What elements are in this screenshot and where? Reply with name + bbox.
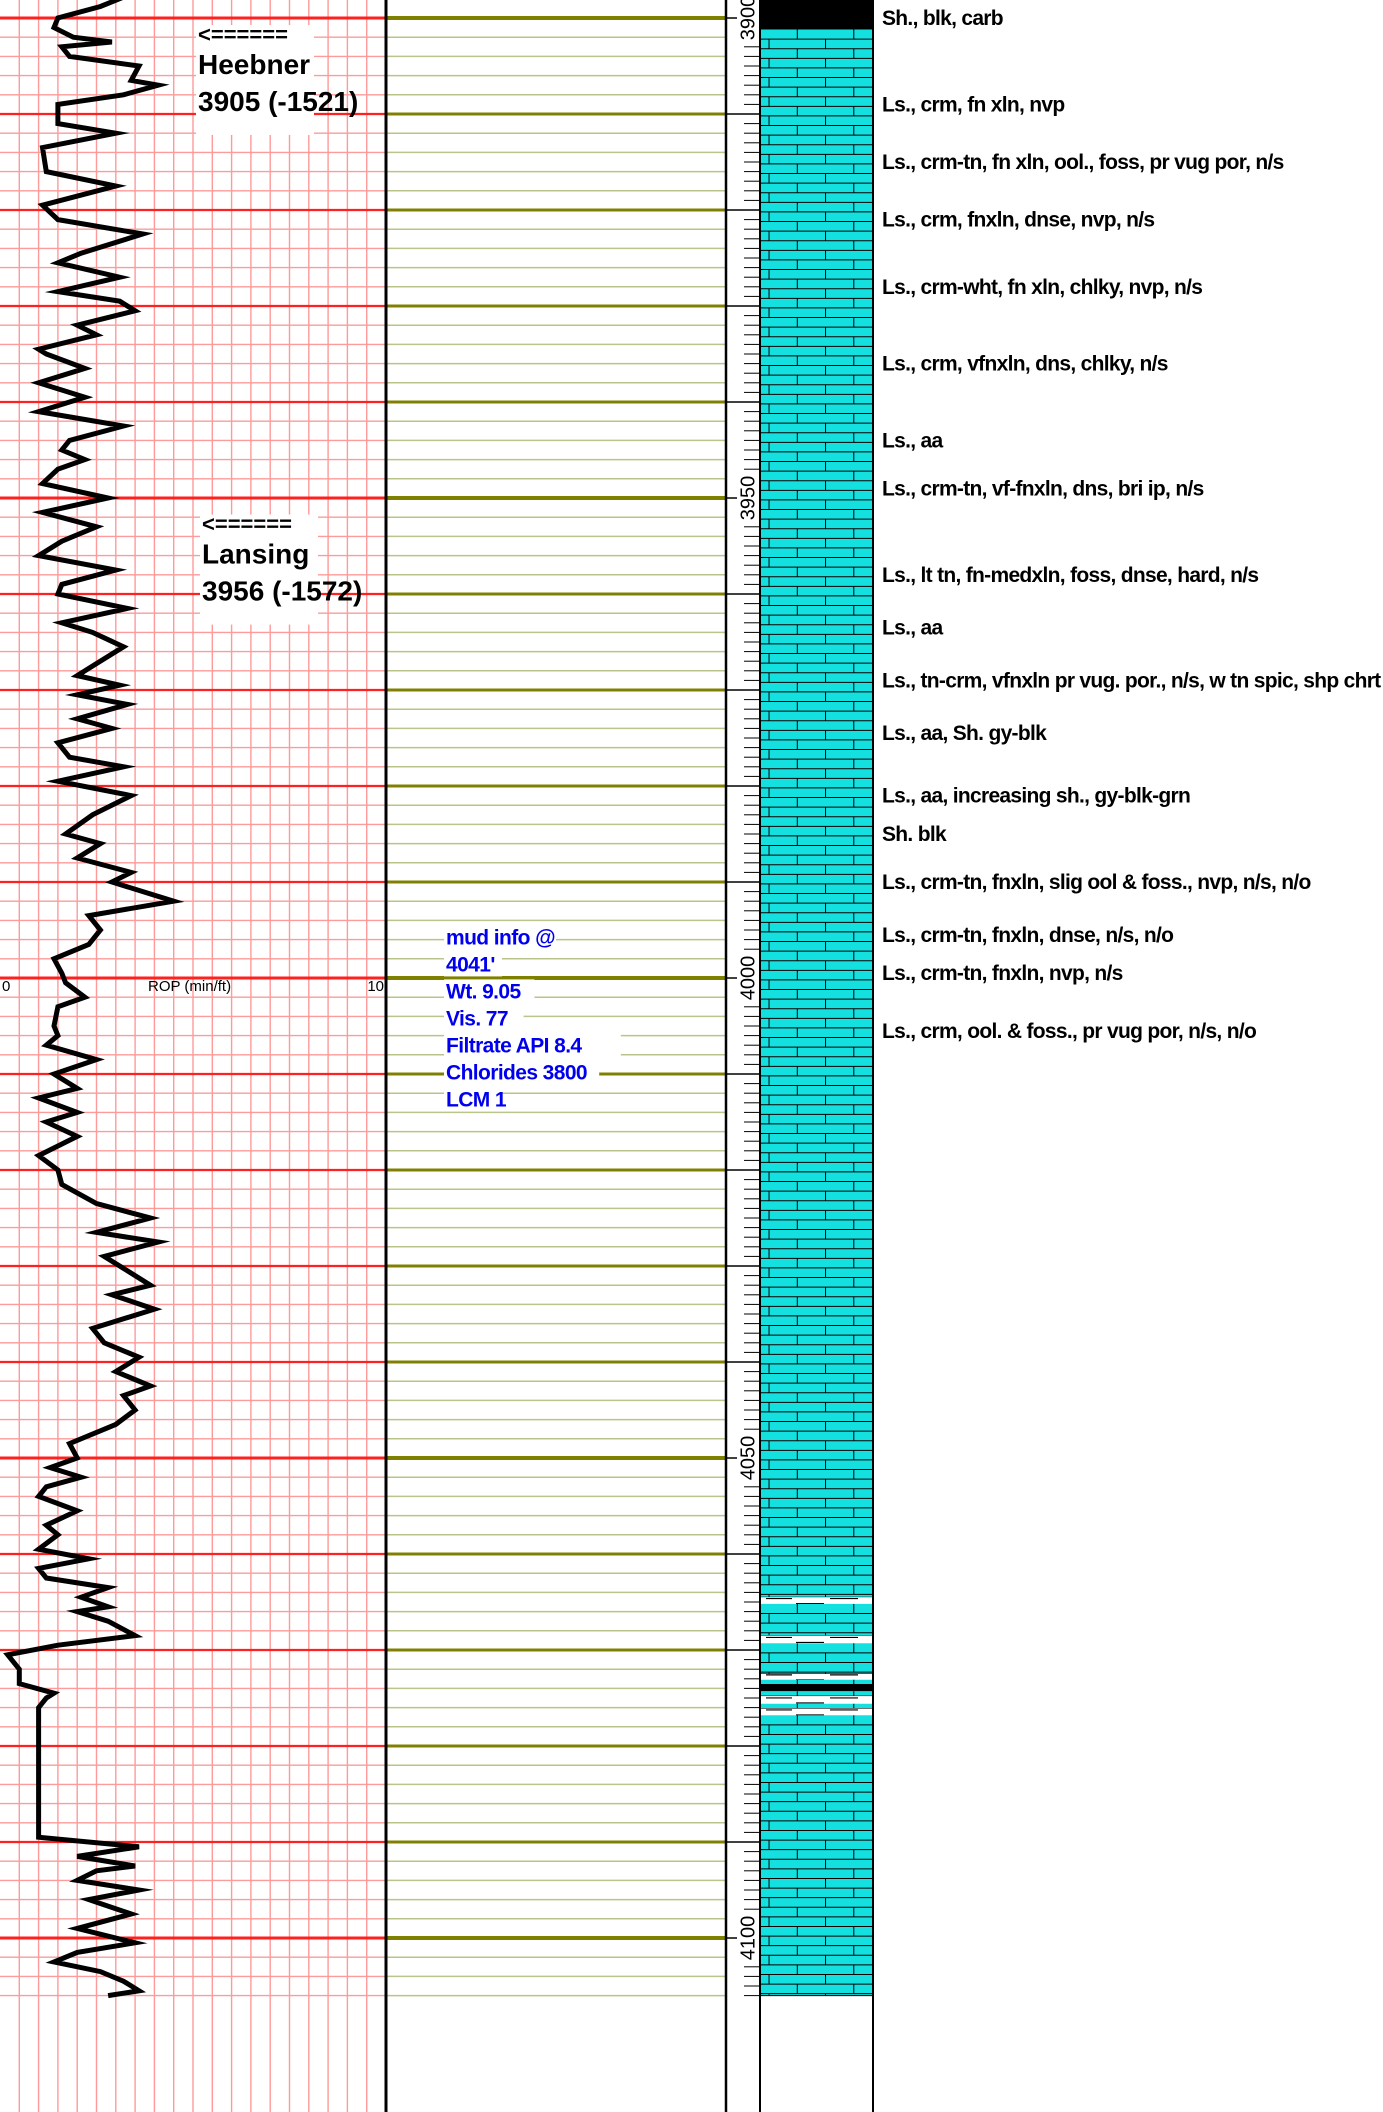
depth-label: 4000 xyxy=(737,956,759,1001)
lithology-description: Ls., crm-tn, fnxln, nvp, n/s xyxy=(882,962,1123,985)
depth-label-bg xyxy=(737,1913,761,1963)
lithology-description: Ls., aa xyxy=(882,617,943,640)
mud-info-line: mud info @ xyxy=(446,926,555,949)
mud-info-line: Vis. 77 xyxy=(446,1007,508,1030)
mud-info-line-bg xyxy=(444,1087,502,1112)
lithology-shale xyxy=(760,1674,873,1680)
formation-top-arrow: <====== xyxy=(202,512,292,537)
lithology-description: Sh. blk xyxy=(882,823,947,846)
depth-label: 3950 xyxy=(737,476,759,521)
rop-scale-header: 0 ROP (min/ft) 10 xyxy=(2,978,384,995)
lithology-description: Ls., lt tn, fn-medxln, foss, dnse, hard,… xyxy=(882,564,1258,587)
depth-label: 4050 xyxy=(737,1436,759,1481)
mud-info-line: LCM 1 xyxy=(446,1088,507,1111)
lithology-black-shale xyxy=(760,1684,873,1692)
mud-info-line-bg xyxy=(444,925,556,950)
rop-scale-label: ROP (min/ft) xyxy=(148,978,231,995)
mud-info-line: Chlorides 3800 xyxy=(446,1061,587,1084)
lithology-limestone xyxy=(760,1715,873,1996)
lithology-description: Ls., aa xyxy=(882,429,943,452)
mud-info-line: Filtrate API 8.4 xyxy=(446,1034,582,1057)
rop-track-grid xyxy=(0,0,386,2112)
lithology-column xyxy=(759,0,874,2112)
gas-track-grid xyxy=(386,16,726,1997)
rop-curve xyxy=(3,0,185,1999)
lithology-description: Ls., aa, increasing sh., gy-blk-grn xyxy=(882,785,1190,808)
lithology-description: Ls., crm-tn, fnxln, slig ool & foss., nv… xyxy=(882,871,1311,894)
lithology-black-shale xyxy=(760,0,873,30)
rop-scale-max: 10 xyxy=(367,978,384,995)
depth-label: 4100 xyxy=(737,1916,759,1961)
depth-label-bg xyxy=(737,1433,761,1483)
depth-label-bg xyxy=(737,953,761,1003)
lithology-description: Ls., aa, Sh. gy-blk xyxy=(882,722,1047,745)
lithology-limestone xyxy=(760,1703,873,1709)
rop-series-line xyxy=(3,0,185,1999)
lithology-description: Ls., crm-tn, fn xln, ool., foss, pr vug … xyxy=(882,151,1284,174)
rop-scale-min: 0 xyxy=(2,978,10,995)
lithology-shale xyxy=(760,1635,873,1644)
mud-info-line: 4041' xyxy=(446,953,495,976)
depth-label-bg xyxy=(737,0,761,43)
lithology-description: Ls., crm, vfnxln, dns, chlky, n/s xyxy=(882,353,1168,376)
mud-info-line-bg xyxy=(444,1033,621,1058)
mud-info-line-bg xyxy=(444,952,502,977)
mud-info-line-bg xyxy=(444,1006,524,1031)
lithology-limestone xyxy=(760,1679,873,1685)
formation-top-depth: 3956 (-1572) xyxy=(202,576,362,607)
formation-top-arrow: <====== xyxy=(198,22,288,47)
lithology-limestone xyxy=(760,1691,873,1697)
depth-label: 3900 xyxy=(737,0,759,40)
lithology-description: Ls., crm-tn, vf-fnxln, dns, bri ip, n/s xyxy=(882,477,1204,500)
lithology-description: Ls., crm, fn xln, nvp xyxy=(882,93,1065,116)
lithology-shale xyxy=(760,1696,873,1704)
lithology-shale xyxy=(760,1597,873,1604)
mud-info-line-bg xyxy=(444,979,535,1004)
lithology-description: Ls., crm-wht, fn xln, chlky, nvp, n/s xyxy=(882,276,1202,299)
lithology-limestone xyxy=(760,1603,873,1636)
mud-info-line: Wt. 9.05 xyxy=(446,980,521,1003)
lithology-description: Ls., crm, ool. & foss., pr vug por, n/s,… xyxy=(882,1020,1256,1043)
formation-top-name: Heebner xyxy=(198,49,310,80)
mud-info-line-bg xyxy=(444,1060,600,1085)
lithology-description: Ls., crm, fnxln, dnse, nvp, n/s xyxy=(882,209,1154,232)
lithology-description: Ls., crm-tn, fnxln, dnse, n/s, n/o xyxy=(882,924,1173,947)
track-borders xyxy=(384,0,761,2112)
depth-column: 3900 3950 4000 4050 4100 xyxy=(726,0,761,1997)
lithology-description: Sh., blk, carb xyxy=(882,7,1003,30)
formation-top-name: Lansing xyxy=(202,539,309,570)
formation-top-depth: 3905 (-1521) xyxy=(198,86,358,117)
lithology-description: Ls., tn-crm, vfnxln pr vug. por., n/s, w… xyxy=(882,669,1381,692)
formation-top-bg xyxy=(200,514,318,625)
lithology-descriptions: Sh., blk, carb Ls., crm, fn xln, nvp Ls., … xyxy=(882,7,1382,1043)
mud-info-block: mud info @ 4041' Wt. 9.05 Vis. 77 Filtrate A… xyxy=(444,925,621,1112)
lithology-shale xyxy=(760,1708,873,1716)
lithology-limestone xyxy=(760,1643,873,1674)
formation-top-bg xyxy=(196,25,314,135)
lithology-limestone xyxy=(760,29,873,1598)
depth-label-bg xyxy=(737,473,761,523)
